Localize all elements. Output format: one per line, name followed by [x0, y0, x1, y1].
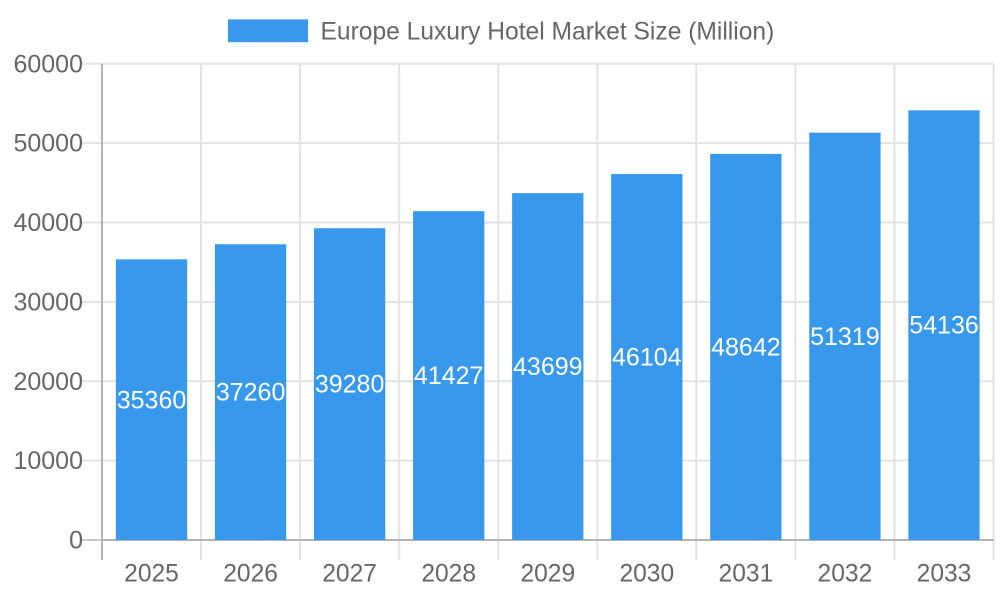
svg-text:60000: 60000 [13, 50, 83, 78]
svg-text:2029: 2029 [520, 561, 575, 588]
svg-text:39280: 39280 [315, 371, 385, 399]
svg-text:46104: 46104 [612, 344, 682, 372]
svg-text:40000: 40000 [13, 209, 83, 237]
svg-text:2027: 2027 [322, 561, 377, 588]
svg-text:10000: 10000 [13, 447, 83, 475]
svg-text:Europe Luxury Hotel Market Siz: Europe Luxury Hotel Market Size (Million… [321, 19, 775, 46]
svg-text:37260: 37260 [216, 379, 286, 407]
svg-text:2033: 2033 [917, 561, 972, 588]
svg-text:50000: 50000 [13, 130, 83, 158]
svg-text:2031: 2031 [719, 561, 774, 588]
svg-text:51319: 51319 [810, 323, 880, 351]
svg-text:48642: 48642 [711, 334, 781, 362]
svg-text:30000: 30000 [13, 289, 83, 317]
svg-text:2030: 2030 [619, 561, 674, 588]
svg-text:35360: 35360 [117, 386, 187, 414]
svg-text:2026: 2026 [223, 561, 278, 588]
svg-text:20000: 20000 [13, 368, 83, 396]
svg-text:54136: 54136 [909, 312, 979, 340]
svg-text:2028: 2028 [421, 561, 476, 588]
svg-text:2032: 2032 [818, 561, 873, 588]
svg-text:0: 0 [69, 527, 83, 555]
svg-text:2025: 2025 [124, 561, 179, 588]
svg-text:43699: 43699 [513, 353, 583, 381]
svg-text:41427: 41427 [414, 362, 484, 390]
